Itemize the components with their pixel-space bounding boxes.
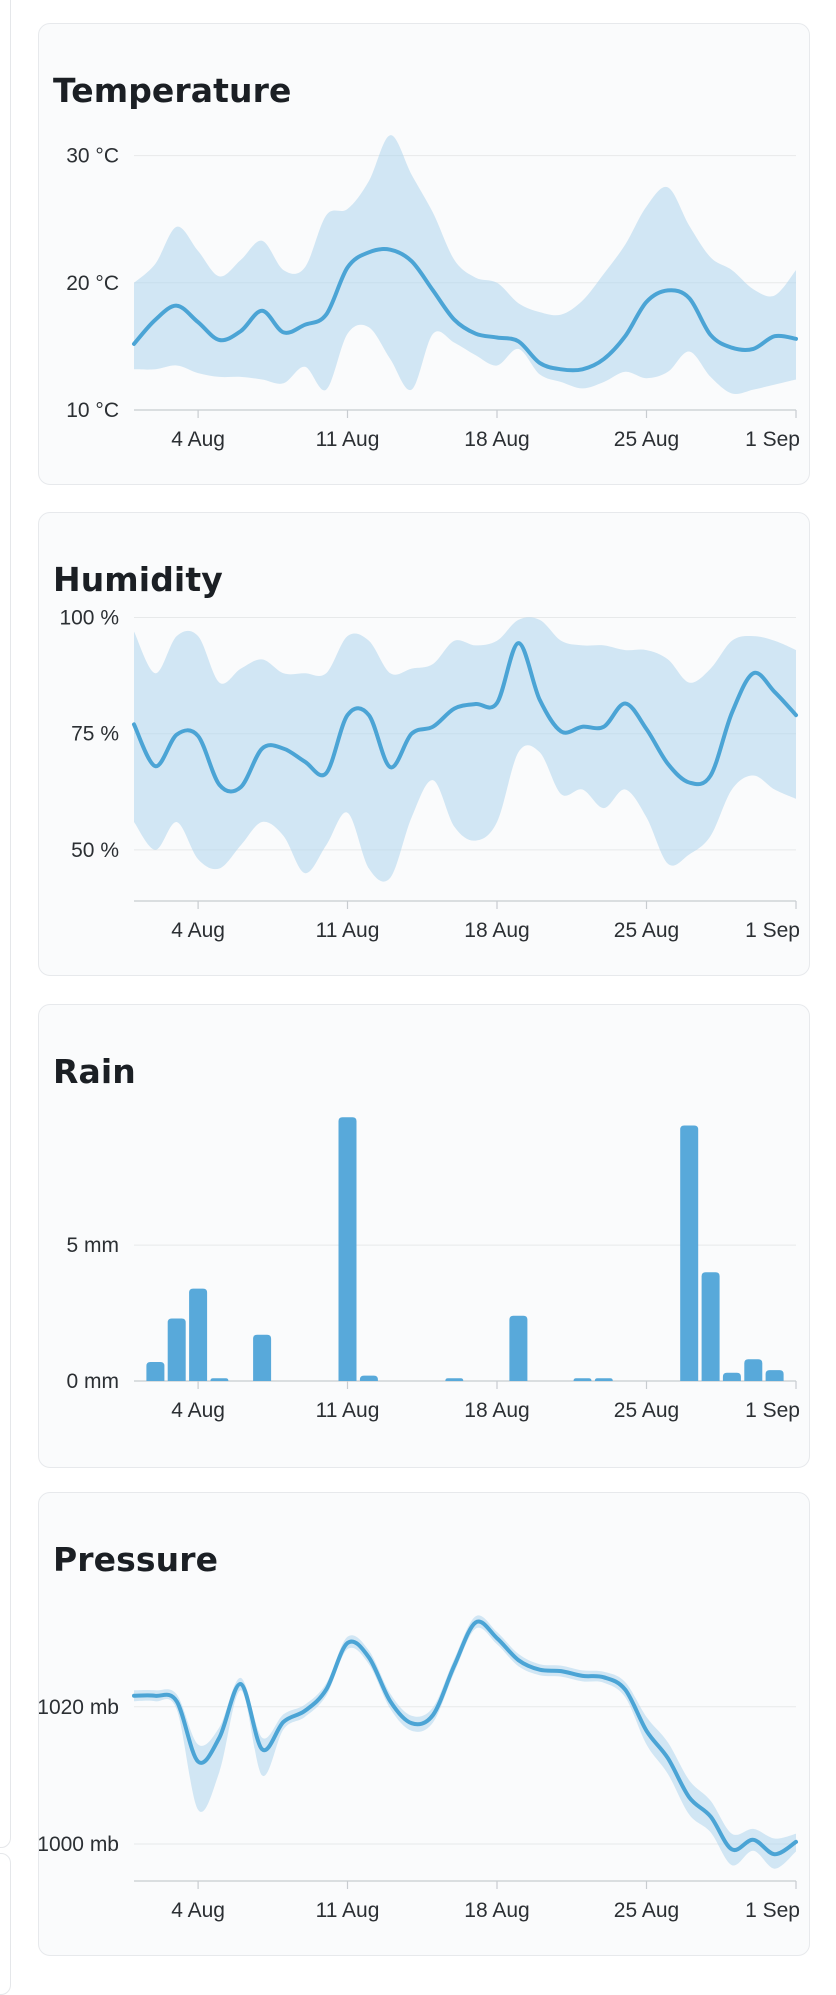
- humidity-x-tick-label: 18 Aug: [464, 919, 529, 942]
- rain-bar[interactable]: [167, 1318, 186, 1382]
- humidity-band: [134, 617, 796, 882]
- pressure-card: 1020 mb 1000 mb 4 Aug 11 Aug 18 Aug 25 Aug 1 S…: [38, 1492, 810, 1956]
- humidity-y-tick-label: 75 %: [71, 723, 119, 746]
- temperature-x-tick-label: 18 Aug: [464, 428, 529, 451]
- pressure-x-tick-label: 18 Aug: [464, 1899, 529, 1922]
- rain-bar[interactable]: [253, 1334, 272, 1381]
- left-panel-edge-top: [0, 0, 11, 1848]
- rain-y-tick-label: 5 mm: [67, 1234, 120, 1257]
- temperature-y-tick-label: 30 °C: [66, 145, 119, 168]
- weather-dashboard-page: { "colors": { "accent_line": "#4ba4d5", …: [0, 0, 810, 1995]
- left-panel-edge-bottom: [0, 1853, 11, 1995]
- rain-bar[interactable]: [445, 1378, 464, 1381]
- rain-bar[interactable]: [765, 1370, 784, 1381]
- rain-x-tick-label: 18 Aug: [464, 1399, 529, 1422]
- pressure-x-tick-label: 11 Aug: [316, 1899, 380, 1922]
- temperature-x-tick-label: 1 Sep: [745, 428, 800, 451]
- humidity-card-title: Humidity: [53, 560, 223, 600]
- pressure-y-tick-label: 1020 mb: [39, 1696, 119, 1719]
- rain-card: 5 mm 0 mm 4 Aug 11 Aug 18 Aug 25 Aug 1 Sep Rai…: [38, 1004, 810, 1468]
- temperature-line[interactable]: [132, 247, 798, 373]
- pressure-chart[interactable]: 1020 mb 1000 mb 4 Aug 11 Aug 18 Aug 25 Aug 1 S…: [39, 1493, 810, 1956]
- rain-bar[interactable]: [359, 1375, 378, 1381]
- temperature-y-tick-label: 10 °C: [66, 399, 119, 422]
- humidity-y-tick-label: 50 %: [71, 839, 119, 862]
- temperature-chart[interactable]: 30 °C 20 °C 10 °C 4 Aug 11 Aug 18 Aug 25 Aug 1 …: [39, 24, 810, 485]
- pressure-x-tick-label: 1 Sep: [745, 1899, 800, 1922]
- rain-chart[interactable]: 5 mm 0 mm 4 Aug 11 Aug 18 Aug 25 Aug 1 Sep: [39, 1005, 810, 1468]
- pressure-x-tick-label: 4 Aug: [171, 1899, 225, 1922]
- temperature-y-tick-label: 20 °C: [66, 272, 119, 295]
- temperature-card: 30 °C 20 °C 10 °C 4 Aug 11 Aug 18 Aug 25 Aug 1 …: [38, 23, 810, 485]
- humidity-y-tick-label: 100 %: [59, 607, 119, 630]
- pressure-card-title: Pressure: [53, 1540, 219, 1580]
- humidity-x-tick-label: 4 Aug: [171, 919, 225, 942]
- pressure-y-tick-label: 1000 mb: [39, 1833, 119, 1856]
- temperature-card-title: Temperature: [53, 71, 292, 111]
- temperature-x-tick-label: 25 Aug: [614, 428, 679, 451]
- rain-x-tick-label: 11 Aug: [316, 1399, 380, 1422]
- humidity-chart[interactable]: 100 % 75 % 50 % 4 Aug 11 Aug 18 Aug 25 Aug 1 Se…: [39, 513, 810, 976]
- rain-bar[interactable]: [744, 1359, 763, 1381]
- rain-bar[interactable]: [210, 1378, 229, 1381]
- humidity-x-tick-label: 25 Aug: [614, 919, 679, 942]
- temperature-band: [134, 135, 796, 395]
- temperature-x-tick-label: 4 Aug: [171, 428, 225, 451]
- rain-bar[interactable]: [701, 1272, 720, 1381]
- rain-bar[interactable]: [189, 1288, 208, 1381]
- temperature-x-tick-label: 11 Aug: [316, 428, 380, 451]
- rain-bar[interactable]: [146, 1362, 165, 1381]
- humidity-card: 100 % 75 % 50 % 4 Aug 11 Aug 18 Aug 25 Aug 1 Se…: [38, 512, 810, 976]
- rain-bar[interactable]: [573, 1378, 592, 1381]
- humidity-line[interactable]: [132, 641, 798, 794]
- pressure-x-tick-label: 25 Aug: [614, 1899, 679, 1922]
- humidity-x-tick-label: 1 Sep: [745, 919, 800, 942]
- rain-y-tick-label: 0 mm: [67, 1370, 120, 1393]
- rain-x-tick-label: 25 Aug: [614, 1399, 679, 1422]
- rain-bar[interactable]: [594, 1378, 613, 1381]
- humidity-x-tick-label: 11 Aug: [316, 919, 380, 942]
- rain-x-tick-label: 1 Sep: [745, 1399, 800, 1422]
- rain-card-title: Rain: [53, 1052, 136, 1092]
- rain-bar[interactable]: [680, 1125, 699, 1382]
- rain-bar[interactable]: [338, 1117, 357, 1381]
- rain-x-tick-label: 4 Aug: [171, 1399, 225, 1422]
- rain-bar[interactable]: [722, 1372, 741, 1381]
- rain-bar[interactable]: [509, 1315, 528, 1381]
- pressure-line[interactable]: [132, 1619, 798, 1857]
- pressure-band: [134, 1615, 796, 1869]
